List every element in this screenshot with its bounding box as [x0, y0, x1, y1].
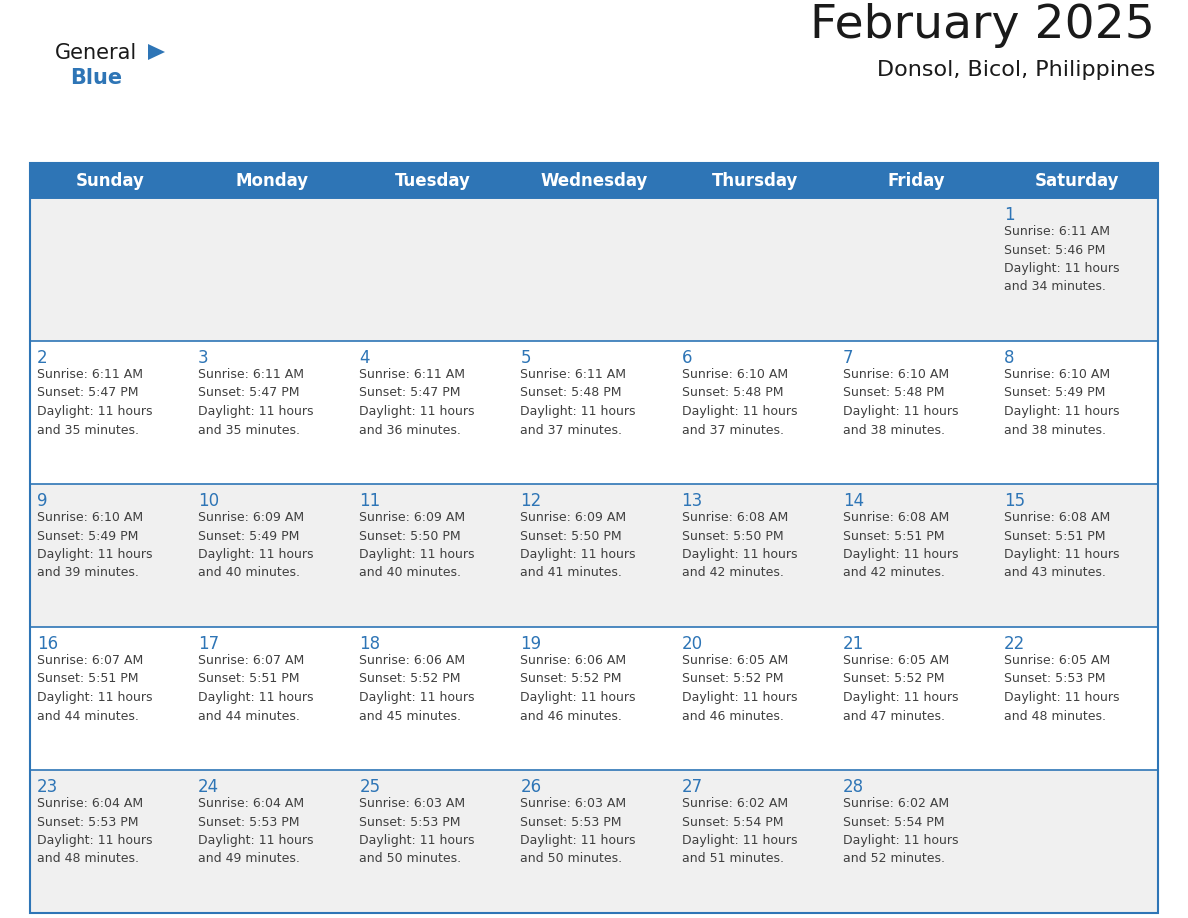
Text: 12: 12: [520, 492, 542, 510]
Text: Sunrise: 6:11 AM
Sunset: 5:47 PM
Daylight: 11 hours
and 35 minutes.: Sunrise: 6:11 AM Sunset: 5:47 PM Dayligh…: [37, 368, 152, 436]
Text: 21: 21: [842, 635, 864, 653]
Text: Sunrise: 6:04 AM
Sunset: 5:53 PM
Daylight: 11 hours
and 49 minutes.: Sunrise: 6:04 AM Sunset: 5:53 PM Dayligh…: [198, 797, 314, 866]
Text: Monday: Monday: [235, 172, 308, 189]
Text: Blue: Blue: [70, 68, 122, 88]
Text: 13: 13: [682, 492, 703, 510]
Text: Sunrise: 6:09 AM
Sunset: 5:50 PM
Daylight: 11 hours
and 40 minutes.: Sunrise: 6:09 AM Sunset: 5:50 PM Dayligh…: [359, 511, 475, 579]
Text: Sunday: Sunday: [76, 172, 145, 189]
Text: Sunrise: 6:11 AM
Sunset: 5:47 PM
Daylight: 11 hours
and 36 minutes.: Sunrise: 6:11 AM Sunset: 5:47 PM Dayligh…: [359, 368, 475, 436]
Text: 26: 26: [520, 778, 542, 796]
Text: 6: 6: [682, 349, 693, 367]
Text: Sunrise: 6:10 AM
Sunset: 5:49 PM
Daylight: 11 hours
and 39 minutes.: Sunrise: 6:10 AM Sunset: 5:49 PM Dayligh…: [37, 511, 152, 579]
Text: Sunrise: 6:08 AM
Sunset: 5:51 PM
Daylight: 11 hours
and 42 minutes.: Sunrise: 6:08 AM Sunset: 5:51 PM Dayligh…: [842, 511, 959, 579]
Text: Sunrise: 6:06 AM
Sunset: 5:52 PM
Daylight: 11 hours
and 46 minutes.: Sunrise: 6:06 AM Sunset: 5:52 PM Dayligh…: [520, 654, 636, 722]
Text: 4: 4: [359, 349, 369, 367]
Bar: [30, 627, 1158, 770]
Text: 15: 15: [1004, 492, 1025, 510]
Text: Sunrise: 6:10 AM
Sunset: 5:48 PM
Daylight: 11 hours
and 37 minutes.: Sunrise: 6:10 AM Sunset: 5:48 PM Dayligh…: [682, 368, 797, 436]
Text: Sunrise: 6:07 AM
Sunset: 5:51 PM
Daylight: 11 hours
and 44 minutes.: Sunrise: 6:07 AM Sunset: 5:51 PM Dayligh…: [37, 654, 152, 722]
Text: Sunrise: 6:10 AM
Sunset: 5:48 PM
Daylight: 11 hours
and 38 minutes.: Sunrise: 6:10 AM Sunset: 5:48 PM Dayligh…: [842, 368, 959, 436]
Text: 1: 1: [1004, 206, 1015, 224]
Text: Tuesday: Tuesday: [394, 172, 470, 189]
Text: February 2025: February 2025: [810, 3, 1155, 48]
Text: 22: 22: [1004, 635, 1025, 653]
Text: Sunrise: 6:07 AM
Sunset: 5:51 PM
Daylight: 11 hours
and 44 minutes.: Sunrise: 6:07 AM Sunset: 5:51 PM Dayligh…: [198, 654, 314, 722]
Text: Sunrise: 6:05 AM
Sunset: 5:53 PM
Daylight: 11 hours
and 48 minutes.: Sunrise: 6:05 AM Sunset: 5:53 PM Dayligh…: [1004, 654, 1119, 722]
Text: Sunrise: 6:09 AM
Sunset: 5:50 PM
Daylight: 11 hours
and 41 minutes.: Sunrise: 6:09 AM Sunset: 5:50 PM Dayligh…: [520, 511, 636, 579]
Bar: [30, 163, 1158, 198]
Text: 3: 3: [198, 349, 209, 367]
Text: 16: 16: [37, 635, 58, 653]
Text: Sunrise: 6:05 AM
Sunset: 5:52 PM
Daylight: 11 hours
and 47 minutes.: Sunrise: 6:05 AM Sunset: 5:52 PM Dayligh…: [842, 654, 959, 722]
Text: Saturday: Saturday: [1035, 172, 1119, 189]
Bar: [30, 484, 1158, 627]
Text: Sunrise: 6:06 AM
Sunset: 5:52 PM
Daylight: 11 hours
and 45 minutes.: Sunrise: 6:06 AM Sunset: 5:52 PM Dayligh…: [359, 654, 475, 722]
Text: 8: 8: [1004, 349, 1015, 367]
Text: 14: 14: [842, 492, 864, 510]
Text: General: General: [55, 43, 138, 63]
Bar: [30, 198, 1158, 341]
Text: Sunrise: 6:11 AM
Sunset: 5:46 PM
Daylight: 11 hours
and 34 minutes.: Sunrise: 6:11 AM Sunset: 5:46 PM Dayligh…: [1004, 225, 1119, 294]
Text: 17: 17: [198, 635, 220, 653]
Text: Wednesday: Wednesday: [541, 172, 647, 189]
Text: 9: 9: [37, 492, 48, 510]
Text: Sunrise: 6:08 AM
Sunset: 5:50 PM
Daylight: 11 hours
and 42 minutes.: Sunrise: 6:08 AM Sunset: 5:50 PM Dayligh…: [682, 511, 797, 579]
Text: Sunrise: 6:02 AM
Sunset: 5:54 PM
Daylight: 11 hours
and 52 minutes.: Sunrise: 6:02 AM Sunset: 5:54 PM Dayligh…: [842, 797, 959, 866]
Text: Sunrise: 6:04 AM
Sunset: 5:53 PM
Daylight: 11 hours
and 48 minutes.: Sunrise: 6:04 AM Sunset: 5:53 PM Dayligh…: [37, 797, 152, 866]
Text: Sunrise: 6:05 AM
Sunset: 5:52 PM
Daylight: 11 hours
and 46 minutes.: Sunrise: 6:05 AM Sunset: 5:52 PM Dayligh…: [682, 654, 797, 722]
Text: Donsol, Bicol, Philippines: Donsol, Bicol, Philippines: [877, 60, 1155, 80]
Text: 24: 24: [198, 778, 220, 796]
Text: 5: 5: [520, 349, 531, 367]
Text: Sunrise: 6:10 AM
Sunset: 5:49 PM
Daylight: 11 hours
and 38 minutes.: Sunrise: 6:10 AM Sunset: 5:49 PM Dayligh…: [1004, 368, 1119, 436]
Text: Sunrise: 6:09 AM
Sunset: 5:49 PM
Daylight: 11 hours
and 40 minutes.: Sunrise: 6:09 AM Sunset: 5:49 PM Dayligh…: [198, 511, 314, 579]
Text: 10: 10: [198, 492, 220, 510]
Text: 25: 25: [359, 778, 380, 796]
Bar: [30, 770, 1158, 913]
Text: Friday: Friday: [887, 172, 946, 189]
Text: Sunrise: 6:11 AM
Sunset: 5:48 PM
Daylight: 11 hours
and 37 minutes.: Sunrise: 6:11 AM Sunset: 5:48 PM Dayligh…: [520, 368, 636, 436]
Text: 19: 19: [520, 635, 542, 653]
Text: 28: 28: [842, 778, 864, 796]
Text: 11: 11: [359, 492, 380, 510]
Bar: [30, 163, 1158, 913]
Bar: [30, 341, 1158, 484]
Text: 2: 2: [37, 349, 48, 367]
Text: 18: 18: [359, 635, 380, 653]
Text: 27: 27: [682, 778, 702, 796]
Polygon shape: [148, 44, 165, 60]
Text: Sunrise: 6:03 AM
Sunset: 5:53 PM
Daylight: 11 hours
and 50 minutes.: Sunrise: 6:03 AM Sunset: 5:53 PM Dayligh…: [359, 797, 475, 866]
Text: 23: 23: [37, 778, 58, 796]
Text: 20: 20: [682, 635, 702, 653]
Text: Sunrise: 6:03 AM
Sunset: 5:53 PM
Daylight: 11 hours
and 50 minutes.: Sunrise: 6:03 AM Sunset: 5:53 PM Dayligh…: [520, 797, 636, 866]
Text: Sunrise: 6:11 AM
Sunset: 5:47 PM
Daylight: 11 hours
and 35 minutes.: Sunrise: 6:11 AM Sunset: 5:47 PM Dayligh…: [198, 368, 314, 436]
Text: 7: 7: [842, 349, 853, 367]
Text: Sunrise: 6:02 AM
Sunset: 5:54 PM
Daylight: 11 hours
and 51 minutes.: Sunrise: 6:02 AM Sunset: 5:54 PM Dayligh…: [682, 797, 797, 866]
Text: Thursday: Thursday: [712, 172, 798, 189]
Text: Sunrise: 6:08 AM
Sunset: 5:51 PM
Daylight: 11 hours
and 43 minutes.: Sunrise: 6:08 AM Sunset: 5:51 PM Dayligh…: [1004, 511, 1119, 579]
